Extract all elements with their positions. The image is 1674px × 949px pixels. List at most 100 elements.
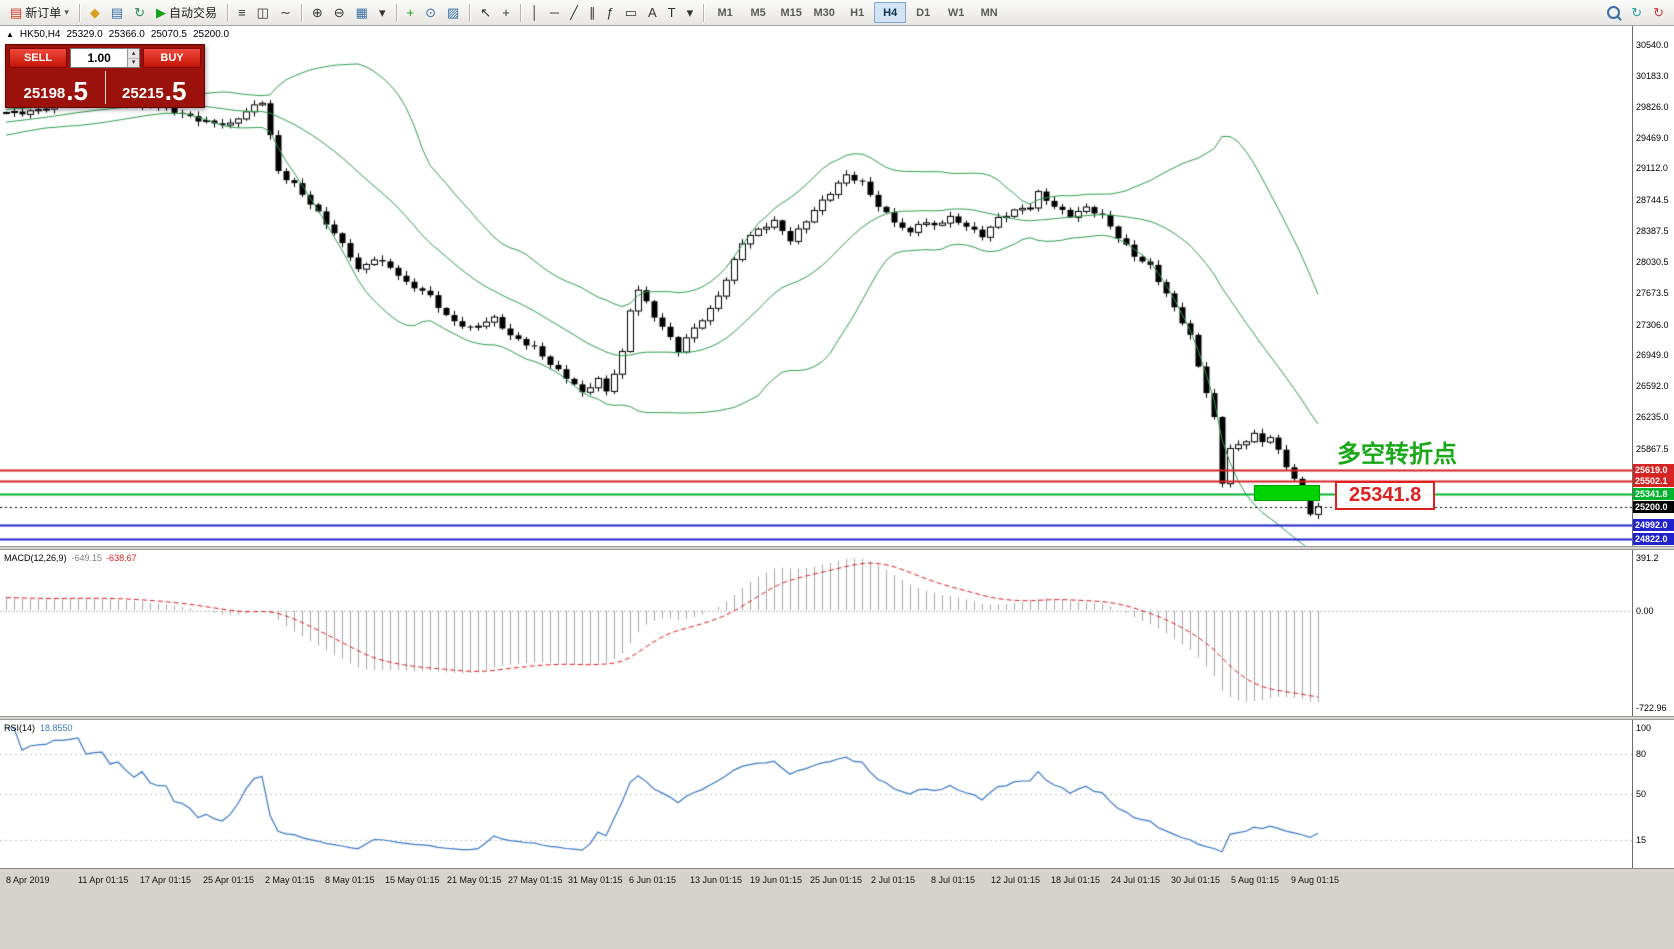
profiles-button[interactable]: ◆ — [85, 2, 105, 24]
zoom-in-button[interactable]: ⊕ — [307, 2, 328, 24]
autotrade-button[interactable]: ▶ 自动交易 — [151, 2, 222, 24]
price-chart-canvas[interactable] — [0, 26, 1632, 546]
text-icon: A — [648, 5, 657, 20]
candle-chart-button[interactable]: ◫ — [252, 2, 274, 24]
caret-down-icon: ▾ — [686, 5, 694, 20]
price-axis: 30540.0 30183.0 29826.0 29469.0 29112.0 28744… — [1632, 26, 1674, 868]
new-order-icon: ▤ — [10, 5, 23, 20]
price-axis-label: 29826.0 — [1636, 101, 1669, 112]
sync-button[interactable]: ↻ — [1626, 2, 1647, 24]
macd-axis-label: 391.2 — [1636, 553, 1659, 563]
line-chart-button[interactable]: ∼ — [275, 2, 296, 24]
price-level-tag: 25619.0 — [1633, 464, 1674, 477]
shapes-icon: ▭ — [624, 5, 637, 20]
indicators-button[interactable]: + — [402, 2, 420, 24]
timeframe-d1-button[interactable]: D1 — [916, 6, 931, 19]
buy-button[interactable]: BUY — [143, 48, 201, 68]
time-label: 8 Jul 01:15 — [931, 875, 976, 885]
charts-grid-icon: ▤ — [110, 5, 124, 20]
timeframe-m1-button[interactable]: M1 — [717, 6, 733, 19]
toolbar: ▤ 新订单 ▾ ◆ ▤ ↻ ▶ 自动交易 ≡ ◫ ∼ ⊕ ⊖ ▦ ▾ + ⊙ ▨ ↖ + │ ─ ╱ ∥ ƒ ▭ A T ▾ M1 M5 M1… — [0, 0, 1674, 26]
pane-separator[interactable] — [0, 716, 1674, 720]
volume-up-button[interactable]: ▴ — [128, 49, 139, 59]
zoom-in-icon: ⊕ — [311, 5, 323, 20]
timeframe-h4-button[interactable]: H4 — [874, 2, 907, 23]
zoom-out-button[interactable]: ⊖ — [329, 2, 350, 24]
charts-grid-button[interactable]: ▤ — [106, 2, 128, 24]
layouts-caret-button[interactable]: ▾ — [374, 2, 391, 24]
rsi-value: 18.8550 — [40, 723, 73, 733]
rsi-axis-label: 100 — [1636, 723, 1652, 733]
new-order-button[interactable]: ▤ 新订单 ▾ — [5, 2, 74, 24]
fibonacci-button[interactable]: ƒ — [601, 2, 618, 24]
tile-windows-icon: ▦ — [355, 5, 368, 20]
tile-windows-button[interactable]: ▦ — [351, 2, 373, 24]
macd-axis-label: -722.96 — [1636, 703, 1667, 713]
price-divider — [104, 71, 106, 104]
cursor-button[interactable]: ↖ — [475, 2, 496, 24]
timeframe-m15-button[interactable]: M15 — [780, 6, 802, 19]
turning-point-annotation[interactable]: 多空转折点 — [1337, 441, 1457, 468]
rsi-canvas[interactable] — [0, 720, 1632, 868]
line-chart-icon: ∼ — [279, 5, 291, 20]
candlestick-chart-icon: ◫ — [256, 5, 269, 20]
price-level-callout[interactable]: 25341.8 — [1335, 481, 1436, 510]
objects-caret-button[interactable]: ▾ — [682, 2, 699, 24]
time-label: 12 Jul 01:15 — [991, 875, 1041, 885]
price-axis-label: 26235.0 — [1636, 412, 1669, 423]
highlight-rectangle[interactable] — [1254, 485, 1320, 502]
buy-price[interactable]: 25215 .5 — [108, 71, 202, 104]
time-label: 21 May 01:15 — [447, 875, 502, 885]
toolbar-separator — [78, 3, 80, 22]
ohlc-info-line: ▲ HK50,H4 25329.0 25366.0 25070.5 25200.… — [6, 29, 229, 40]
price-axis-label: 25867.5 — [1636, 443, 1669, 454]
reload-arrow-icon: ↻ — [1653, 5, 1664, 20]
toolbar-separator — [300, 3, 302, 22]
macd-signal-value: -638.67 — [106, 553, 137, 563]
time-label: 5 Aug 01:15 — [1231, 875, 1280, 885]
timeframe-mn-button[interactable]: MN — [980, 6, 998, 19]
crosshair-button[interactable]: + — [497, 2, 515, 24]
price-level-tag: 25502.1 — [1633, 474, 1674, 487]
sell-button[interactable]: SELL — [9, 48, 67, 68]
label-button[interactable]: T — [663, 2, 681, 24]
refresh-button[interactable]: ↻ — [129, 2, 150, 24]
panel-collapse-icon[interactable]: ▲ — [6, 30, 14, 39]
buy-price-frac: .5 — [164, 75, 187, 106]
one-click-trading-panel: SELL ▴ ▾ BUY 25198 .5 — [5, 44, 205, 108]
timeframe-m30-button[interactable]: M30 — [813, 6, 835, 19]
trendline-button[interactable]: ╱ — [565, 2, 583, 24]
volume-spinner: ▴ ▾ — [127, 49, 139, 67]
timeframe-h1-button[interactable]: H1 — [850, 6, 865, 19]
pane-separator[interactable] — [0, 546, 1674, 550]
macd-canvas[interactable] — [0, 550, 1632, 716]
timeframe-m5-button[interactable]: M5 — [750, 6, 766, 19]
price-axis-label: 26592.0 — [1636, 381, 1669, 392]
search-button[interactable] — [1602, 2, 1625, 24]
high-value: 25366.0 — [108, 29, 145, 40]
price-level-tag: 24822.0 — [1633, 533, 1674, 546]
price-axis-label: 28387.5 — [1636, 226, 1669, 237]
timeframe-w1-button[interactable]: W1 — [947, 6, 965, 19]
shapes-button[interactable]: ▭ — [620, 2, 642, 24]
time-label: 27 May 01:15 — [508, 875, 563, 885]
macd-label: MACD(12,26,9) -649.15 -638.67 — [4, 553, 137, 563]
sell-price[interactable]: 25198 .5 — [9, 71, 103, 104]
periods-button[interactable]: ⊙ — [420, 2, 441, 24]
reload-button[interactable]: ↻ — [1648, 2, 1669, 24]
channel-button[interactable]: ∥ — [584, 2, 601, 24]
channel-icon: ∥ — [588, 5, 596, 20]
caret-down-icon: ▾ — [131, 59, 136, 67]
templates-button[interactable]: ▨ — [442, 2, 464, 24]
vertical-line-icon: │ — [530, 5, 539, 20]
hline-button[interactable]: ─ — [545, 2, 564, 24]
macd-pane: MACD(12,26,9) -649.15 -638.67 — [0, 550, 1632, 716]
volume-input[interactable] — [71, 49, 128, 67]
volume-down-button[interactable]: ▾ — [128, 58, 139, 67]
vline-button[interactable]: │ — [526, 2, 544, 24]
bar-chart-button[interactable]: ≡ — [233, 2, 251, 24]
toolbar-separator — [703, 3, 705, 22]
text-button[interactable]: A — [643, 2, 662, 24]
price-level-tag: 24992.0 — [1633, 518, 1674, 531]
time-label: 25 Jun 01:15 — [810, 875, 863, 885]
